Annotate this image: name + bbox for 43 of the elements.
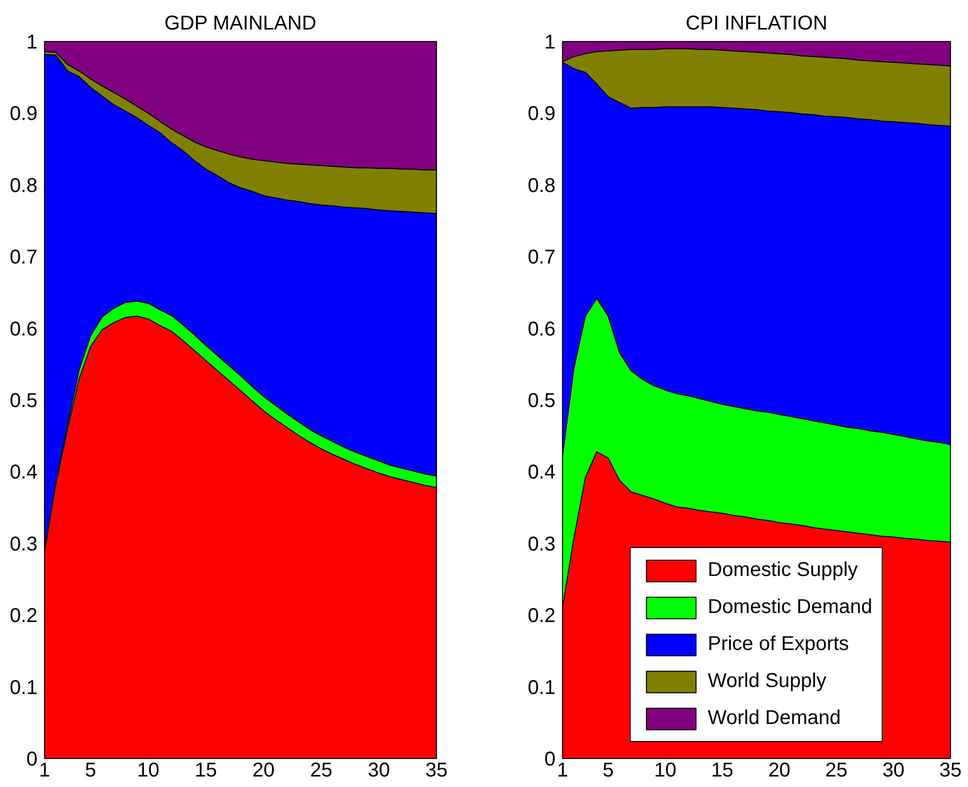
x-tick-label: 20: [252, 760, 275, 782]
y-tick-label: 0.1: [10, 676, 38, 699]
x-tick-label: 25: [310, 760, 332, 782]
y-tick-label: 0.3: [10, 533, 38, 556]
y-tick-label: 0.5: [528, 390, 556, 412]
legend-label: Price of Exports: [708, 632, 849, 657]
y-tick-label: 0.2: [10, 605, 38, 628]
y-tick-label: 0.7: [10, 246, 38, 269]
x-tick-label: 30: [882, 760, 905, 782]
y-tick-label: 0.6: [10, 318, 38, 340]
y-tick-label: 0.4: [528, 462, 556, 484]
y-tick-label: 0: [544, 748, 556, 770]
y-tick-label: 0.7: [528, 246, 556, 269]
y-tick-label: 0.1: [528, 676, 556, 699]
y-tick-label: 0.9: [10, 103, 38, 126]
x-tick-label: 35: [425, 760, 448, 782]
y-tick-label: 0.4: [10, 462, 38, 484]
x-tick-label: 15: [711, 760, 734, 782]
x-tick-label: 10: [137, 760, 160, 782]
legend-label: World Supply: [708, 669, 826, 694]
y-tick-label: 0.8: [10, 174, 38, 197]
y-tick-label: 0.9: [528, 103, 556, 126]
y-tick-label: 0.6: [528, 318, 556, 340]
y-tick-label: 1: [544, 32, 556, 54]
y-tick-label: 0.2: [528, 605, 556, 628]
y-tick-label: 0: [26, 748, 38, 770]
x-tick-label: 10: [654, 760, 676, 782]
chart-title: GDP MAINLAND: [164, 12, 316, 34]
x-tick-label: 5: [602, 760, 614, 782]
x-tick-label: 30: [368, 760, 390, 782]
legend-label: Domestic Demand: [708, 595, 872, 620]
x-tick-label: 25: [825, 760, 848, 782]
y-tick-label: 0.3: [528, 533, 556, 556]
x-tick-label: 20: [768, 760, 790, 782]
x-tick-label: 35: [939, 760, 962, 782]
y-tick-label: 1: [26, 32, 38, 54]
x-tick-label: 5: [85, 760, 96, 782]
x-tick-label: 15: [194, 760, 218, 782]
chart-title: CPI INFLATION: [686, 12, 828, 34]
y-tick-label: 0.8: [528, 174, 556, 197]
legend-label: Domestic Supply: [708, 558, 858, 583]
legend-label: World Demand: [708, 706, 841, 731]
y-tick-label: 0.5: [10, 390, 38, 412]
